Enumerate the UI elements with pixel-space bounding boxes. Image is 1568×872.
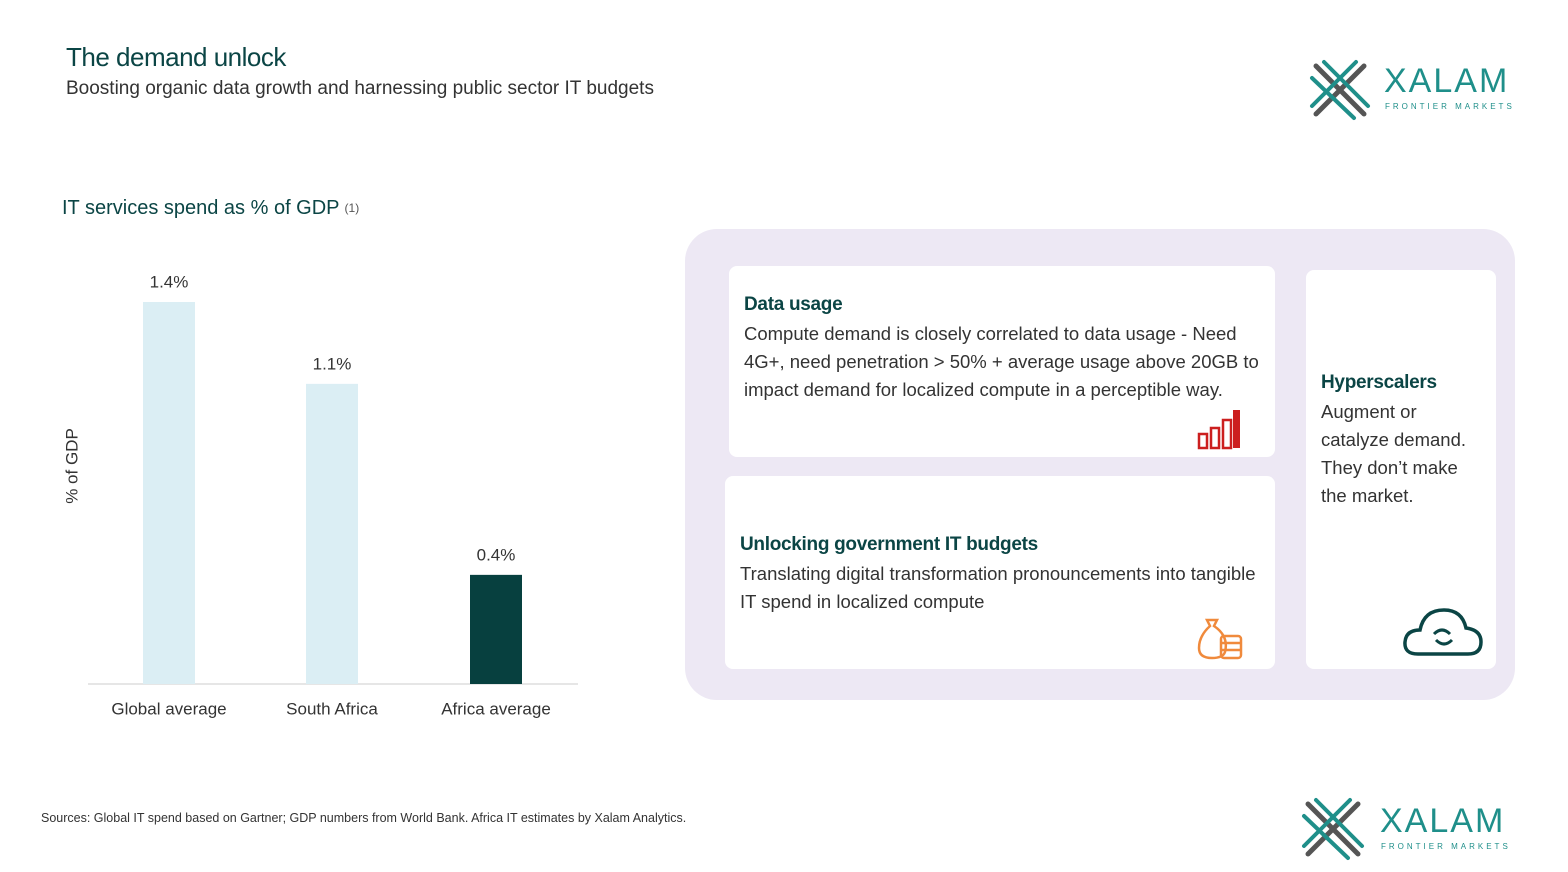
card-title: Hyperscalers — [1321, 372, 1437, 393]
logo-tagline: FRONTIER MARKETS — [1381, 842, 1511, 851]
card-body: Compute demand is closely correlated to … — [744, 323, 1259, 400]
chart: IT services spend as % of GDP (1) % of GD… — [62, 197, 578, 718]
x-tick-label: South Africa — [286, 699, 378, 718]
value-label: 1.4% — [150, 272, 189, 291]
bar — [306, 383, 358, 684]
logo-name: XALAM — [1380, 802, 1506, 840]
card-title: Unlocking government IT budgets — [740, 534, 1038, 555]
sources: Sources: Global IT spend based on Gartne… — [41, 811, 687, 825]
bar — [470, 574, 522, 684]
card-body: Augment or catalyze demand. They don’t m… — [1321, 401, 1467, 506]
chart-icon — [1197, 410, 1240, 450]
money-icon — [1197, 618, 1243, 660]
card: Hyperscalers Augment or catalyze demand.… — [1306, 270, 1496, 669]
card-body: Translating digital transformation prono… — [740, 563, 1256, 612]
page-title: The demand unlock — [66, 42, 286, 72]
y-axis-label: % of GDP — [62, 428, 81, 504]
value-label: 1.1% — [313, 354, 352, 373]
logo-name: XALAM — [1384, 62, 1510, 100]
chart-title-text: IT services spend as % of GDP — [62, 197, 340, 219]
card: Data usage Compute demand is closely cor… — [729, 266, 1275, 457]
value-label: 0.4% — [477, 545, 516, 564]
x-tick-label: Africa average — [441, 699, 551, 718]
icon-part — [1233, 410, 1240, 448]
chart-title-note: (1) — [345, 201, 360, 215]
logo-mark — [1302, 798, 1364, 860]
cloud-icon — [1403, 608, 1483, 656]
logo-mark — [1310, 60, 1370, 120]
logo: XALAM FRONTIER MARKETS — [1300, 794, 1530, 864]
card-title: Data usage — [744, 294, 843, 315]
card: Unlocking government IT budgets Translat… — [725, 476, 1275, 669]
logo: XALAM FRONTIER MARKETS — [1308, 56, 1523, 126]
x-tick-label: Global average — [111, 699, 226, 718]
logo-tagline: FRONTIER MARKETS — [1385, 102, 1515, 111]
bar — [143, 302, 195, 684]
page-subtitle: Boosting organic data growth and harness… — [66, 78, 654, 99]
chart-title: IT services spend as % of GDP (1) — [62, 197, 359, 219]
